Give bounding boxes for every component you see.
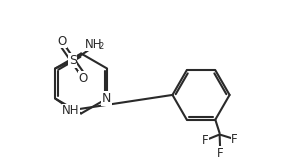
Text: F: F	[231, 133, 238, 146]
Text: NH: NH	[62, 104, 80, 117]
Text: F: F	[201, 134, 208, 147]
Text: O: O	[78, 72, 87, 85]
Text: N: N	[102, 92, 111, 105]
Text: 2: 2	[99, 42, 104, 51]
Text: O: O	[57, 35, 67, 48]
Text: S: S	[69, 54, 77, 67]
Text: NH: NH	[85, 38, 102, 51]
Text: F: F	[217, 147, 223, 159]
